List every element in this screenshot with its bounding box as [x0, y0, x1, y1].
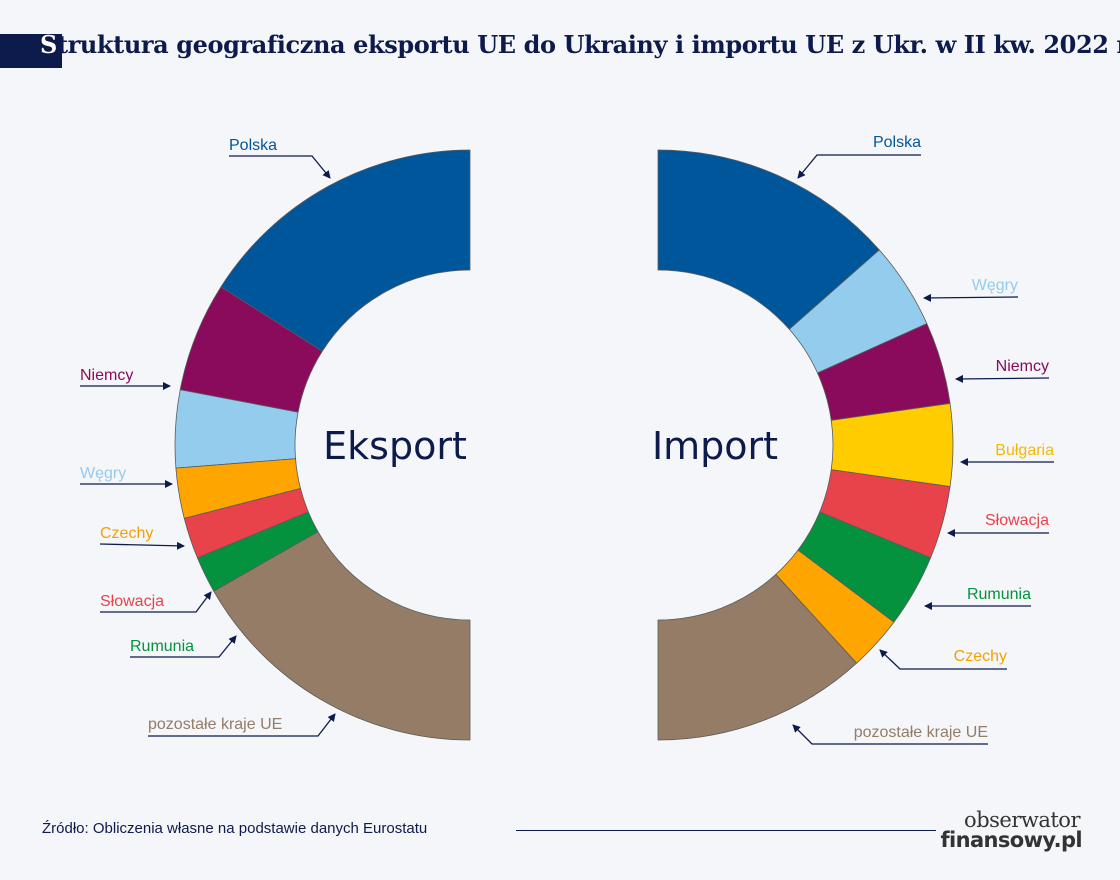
- import-label-bulgaria: Bułgaria: [995, 442, 1054, 459]
- chart-title: Struktura geograficzna eksportu UE do Uk…: [40, 30, 1120, 59]
- footer-divider: [516, 830, 936, 831]
- import-leader-wegry: [923, 293, 1019, 302]
- eksport-center-title: Eksport: [323, 424, 467, 468]
- eksport-leader-pozostale-kraje-ue: [148, 713, 336, 737]
- import-half-donut: Polska Węgry Niemcy Bułgaria Słowacja Rumunia…: [652, 134, 1054, 745]
- import-label-polska: Polska: [873, 134, 921, 151]
- eksport-label-slowacja: Słowacja: [100, 593, 164, 610]
- eksport-label-pozostale-kraje-ue: pozostałe kraje UE: [148, 716, 282, 733]
- eksport-slice-pozostale-kraje-ue: [213, 531, 471, 741]
- import-leader-polska: [797, 154, 921, 179]
- import-leader-czechy: [879, 649, 1007, 670]
- import-center-title: Import: [652, 424, 778, 468]
- export-half-donut: Polska Niemcy Węgry Czechy Słowacja Rumunia po…: [80, 137, 471, 741]
- eksport-label-polska: Polska: [229, 137, 277, 154]
- eksport-label-wegry: Węgry: [80, 465, 126, 482]
- import-slice-pozostale-kraje-ue: [657, 573, 858, 741]
- eksport-leader-rumunia: [130, 635, 237, 658]
- import-label-rumunia: Rumunia: [967, 586, 1031, 603]
- import-label-slowacja: Słowacja: [985, 512, 1049, 529]
- import-leader-pozostale-kraje-ue: [792, 724, 988, 745]
- title-text: truktura geograficzna eksportu UE do Ukr…: [56, 30, 1120, 59]
- eksport-label-niemcy: Niemcy: [80, 367, 133, 384]
- import-label-czechy: Czechy: [954, 648, 1007, 665]
- source-note: Źródło: Obliczenia własne na podstawie d…: [42, 820, 428, 837]
- eksport-leader-slowacja: [100, 591, 212, 613]
- logo-line-2: finansowy.pl: [940, 828, 1082, 852]
- import-leader-niemcy: [955, 374, 1050, 383]
- logo-line-1: obserwator: [964, 808, 1080, 832]
- title-accent-bar: [0, 34, 62, 68]
- import-label-niemcy: Niemcy: [996, 358, 1049, 375]
- import-label-wegry: Węgry: [972, 277, 1018, 294]
- eksport-leader-czechy: [99, 541, 185, 550]
- publisher-logo: obserwator finansowy.pl: [932, 808, 1082, 854]
- eksport-label-rumunia: Rumunia: [130, 638, 194, 655]
- eksport-slice-polska: [220, 149, 471, 352]
- eksport-label-czechy: Czechy: [100, 525, 153, 542]
- title-initial: S: [40, 30, 57, 59]
- import-label-pozostale-kraje-ue: pozostałe kraje UE: [854, 724, 988, 741]
- eksport-leader-polska: [229, 155, 331, 179]
